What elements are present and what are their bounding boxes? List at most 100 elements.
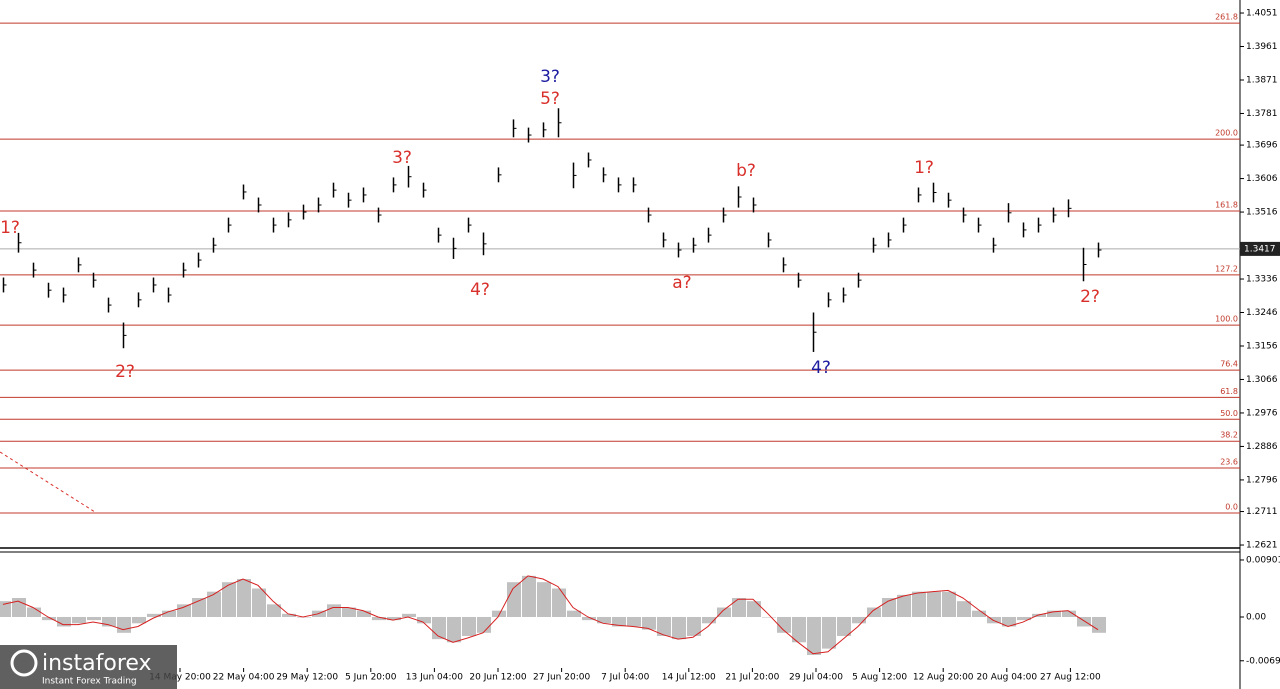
macd-histogram	[1077, 616, 1091, 627]
y-tick-label: 1.3246	[1246, 308, 1278, 318]
macd-histogram	[522, 575, 536, 617]
macd-histogram	[342, 607, 356, 617]
y-tick-label: 0.00901	[1246, 555, 1280, 565]
macd-histogram	[672, 616, 686, 640]
macd-histogram	[1062, 610, 1076, 617]
current-price-box	[1240, 241, 1280, 256]
wave-label: 4?	[470, 280, 490, 300]
price-panel	[0, 0, 1240, 548]
macd-histogram	[837, 616, 851, 636]
wave-label: 2?	[1080, 287, 1100, 307]
macd-histogram	[732, 598, 746, 617]
macd-histogram	[777, 616, 791, 633]
macd-histogram	[447, 616, 461, 643]
fib-label: 23.6	[1220, 458, 1238, 467]
macd-histogram	[867, 607, 881, 617]
wave-label: 2?	[115, 362, 135, 382]
macd-histogram	[162, 610, 176, 617]
macd-histogram	[267, 604, 281, 617]
x-tick-label: 12 Aug 20:00	[913, 673, 974, 683]
wave-label: 3?	[392, 148, 412, 168]
wave-label: 3?	[540, 67, 560, 87]
y-tick-label: 1.3066	[1246, 375, 1278, 385]
fib-label: 50.0	[1220, 409, 1238, 418]
logo-icon	[10, 649, 38, 677]
macd-histogram	[717, 607, 731, 617]
macd-histogram	[912, 591, 926, 617]
wave-label: 1?	[0, 218, 20, 238]
macd-histogram	[642, 616, 656, 630]
macd-histogram	[222, 582, 236, 617]
macd-histogram	[597, 616, 611, 624]
macd-histogram	[1047, 610, 1061, 617]
macd-histogram	[252, 588, 266, 617]
wave-label: 1?	[914, 158, 934, 178]
x-tick-label: 14 Jul 12:00	[662, 673, 716, 683]
x-tick-label: 27 Jun 20:00	[533, 673, 590, 683]
macd-histogram	[957, 601, 971, 617]
macd-histogram	[942, 591, 956, 617]
macd-histogram	[42, 616, 56, 621]
macd-histogram	[57, 616, 71, 627]
x-tick-label: 13 Jun 04:00	[406, 673, 463, 683]
macd-histogram	[147, 613, 161, 617]
wave-label: 4?	[811, 358, 831, 378]
x-tick-label: 27 Aug 12:00	[1040, 673, 1101, 683]
fib-label: 76.4	[1220, 360, 1238, 369]
macd-histogram	[0, 601, 11, 617]
macd-histogram	[1017, 616, 1031, 621]
x-tick-label: 20 Aug 04:00	[976, 673, 1037, 683]
macd-histogram	[762, 616, 776, 618]
macd-histogram	[402, 613, 416, 617]
y-tick-label: 1.3606	[1246, 174, 1278, 184]
macd-histogram	[492, 610, 506, 617]
wave-label: a?	[672, 273, 691, 293]
x-tick-label: 14 May 20:00	[149, 673, 211, 683]
macd-histogram	[537, 582, 551, 617]
macd-histogram	[282, 613, 296, 617]
macd-signal	[2, 575, 1099, 655]
fib-label: 0.0	[1225, 503, 1238, 512]
y-tick-label: 1.3156	[1246, 341, 1278, 351]
fib-label: 127.2	[1215, 264, 1238, 273]
fib-label: 100.0	[1215, 315, 1238, 324]
current-price-label: 1.3417	[1244, 244, 1276, 254]
macd-histogram	[702, 616, 716, 624]
macd-histogram	[657, 616, 671, 636]
macd-histogram	[132, 616, 146, 624]
y-tick-label: 1.2796	[1246, 475, 1278, 485]
logo: instaforex Instant Forex Trading	[0, 645, 177, 689]
macd-histogram	[327, 604, 341, 617]
macd-histogram	[12, 598, 26, 617]
macd-histogram	[477, 616, 491, 633]
y-tick-label: 1.2886	[1246, 442, 1278, 452]
macd-histogram	[747, 601, 761, 617]
fib-label: 261.8	[1215, 13, 1238, 22]
macd-histogram	[27, 607, 41, 617]
fib-label: 38.2	[1220, 431, 1238, 440]
macd-histogram	[1092, 616, 1106, 633]
macd-histogram	[507, 582, 521, 617]
y-tick-label: 1.3696	[1246, 141, 1278, 151]
y-tick-label: 1.2711	[1246, 507, 1278, 517]
macd-histogram	[117, 616, 131, 633]
macd-histogram	[552, 588, 566, 617]
x-tick-label: 7 Jul 04:00	[601, 673, 650, 683]
macd-histogram	[852, 616, 866, 624]
y-tick-label: 0.00	[1246, 612, 1266, 622]
macd-histogram	[822, 616, 836, 649]
fib-label: 161.8	[1215, 200, 1238, 209]
y-tick-label: 1.3336	[1246, 275, 1278, 285]
macd-histogram	[792, 616, 806, 643]
x-tick-label: 22 May 04:00	[213, 673, 275, 683]
y-tick-label: 1.3516	[1246, 208, 1278, 218]
y-tick-label: 1.3781	[1246, 109, 1278, 119]
x-tick-label: 29 Jul 04:00	[789, 673, 843, 683]
x-tick-label: 21 Jul 20:00	[725, 673, 779, 683]
macd-histogram	[417, 616, 431, 624]
x-tick-label: 5 Jun 20:00	[345, 673, 397, 683]
logo-name: instaforex	[42, 651, 152, 676]
macd-histogram	[237, 579, 251, 617]
macd-histogram	[462, 616, 476, 636]
